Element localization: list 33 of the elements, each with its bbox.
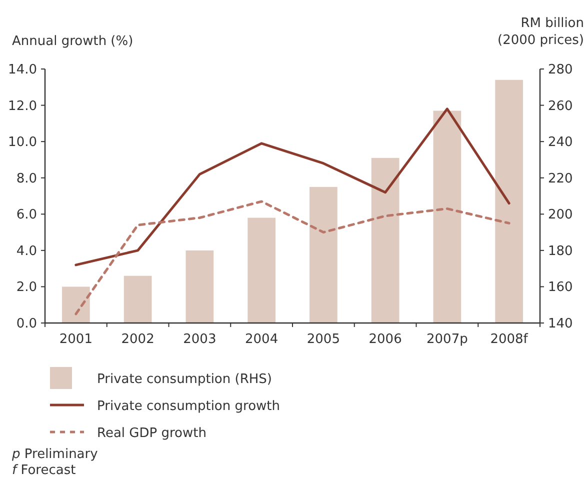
- y2-tick-label: 160: [548, 280, 573, 296]
- legend-label: Real GDP growth: [97, 426, 206, 441]
- y-tick-label: 2.0: [16, 280, 37, 296]
- y2-tick-label: 280: [548, 62, 573, 78]
- x-tick-label: 2008f: [490, 332, 528, 347]
- text: f Forecast: [12, 463, 76, 478]
- x-tick-label: 2007p: [426, 332, 468, 347]
- line-series: [74, 108, 510, 266]
- y2-axis-title: RM billion (2000 prices): [498, 16, 584, 48]
- y-tick-label: 0.0: [16, 316, 37, 332]
- y2-tick-label: 220: [548, 171, 573, 186]
- x-tick-label: 2003: [183, 332, 216, 347]
- y-tick-label: 14.0: [8, 62, 37, 78]
- y-tick-label: 12.0: [8, 98, 37, 114]
- y2-tick-label: 200: [548, 208, 573, 223]
- y-tick-label: 8.0: [16, 171, 37, 186]
- line-series: [74, 200, 510, 316]
- legend-label: Private consumption (RHS): [97, 372, 272, 387]
- x-tick-label: 2001: [59, 332, 92, 347]
- y2-tick-label: 180: [548, 244, 573, 259]
- y2-tick-label: 140: [548, 316, 573, 332]
- y-tick-label: 4.0: [16, 244, 37, 259]
- y2-tick-label: 240: [548, 135, 573, 150]
- legend-label: Private consumption growth: [97, 399, 280, 414]
- y-axis-title: Annual growth (%): [12, 34, 134, 49]
- x-tick-label: 2004: [245, 332, 278, 347]
- y2-tick-label: 260: [548, 98, 573, 114]
- y-tick-label: 6.0: [16, 208, 37, 223]
- x-tick-label: 2006: [368, 332, 402, 347]
- x-tick-label: 2002: [121, 332, 154, 347]
- y-tick-label: 10.0: [8, 135, 37, 150]
- text: p Preliminary: [11, 447, 98, 462]
- x-tick-label: 2005: [306, 332, 340, 347]
